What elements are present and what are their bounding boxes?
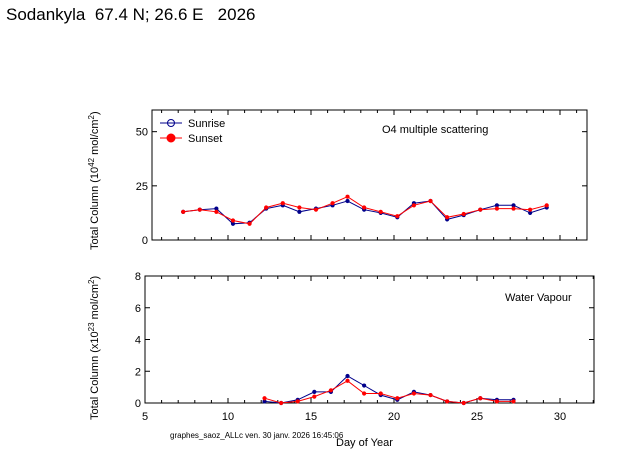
data-point-sunset (378, 209, 383, 214)
data-point-sunset (445, 215, 450, 220)
data-point-sunset (428, 392, 433, 398)
data-point-sunset (313, 207, 319, 212)
data-point-sunrise (345, 373, 350, 379)
data-point-sunset (230, 218, 236, 223)
data-point-sunrise (362, 383, 367, 388)
series-line-sunrise (183, 200, 547, 225)
o4-series (181, 194, 549, 226)
data-point-sunset (280, 201, 285, 206)
x-axis-label: Day of Year (336, 437, 393, 449)
data-point-sunset (214, 209, 219, 214)
o4-annotation: O4 multiple scattering (382, 124, 488, 136)
data-point-sunset (312, 394, 317, 399)
legend-sunset-marker-icon (166, 133, 176, 143)
data-point-sunrise (511, 203, 516, 208)
legend: Sunrise Sunset (160, 118, 225, 145)
data-point-sunset (345, 378, 350, 383)
x-tick-label: 10 (222, 411, 234, 423)
data-point-sunset (197, 207, 202, 212)
data-point-sunset (362, 205, 367, 210)
legend-sunrise-marker-icon (167, 119, 175, 127)
data-point-sunset (428, 198, 433, 204)
data-point-sunrise (230, 221, 236, 226)
data-point-sunset (478, 207, 483, 212)
wv-annotation: Water Vapour (505, 292, 572, 304)
legend-sunrise-label: Sunrise (188, 118, 225, 130)
o4-y-ticks: 0 25 50 (136, 110, 587, 247)
x-tick-label: 20 (388, 411, 400, 423)
x-tick-label: 25 (471, 411, 483, 423)
data-point-sunset (345, 194, 350, 199)
data-point-sunset (181, 209, 186, 214)
data-point-sunset (478, 396, 483, 401)
o4-plot-frame (151, 109, 588, 241)
wv-series (262, 373, 516, 406)
x-tick-label: 30 (554, 411, 566, 423)
data-point-sunset (395, 396, 400, 401)
data-point-sunset (279, 400, 284, 406)
data-point-sunset (528, 207, 533, 212)
data-point-sunset (445, 399, 450, 404)
data-point-sunset (411, 203, 417, 208)
y-tick-label: 6 (135, 303, 141, 315)
o4-y-axis-label: Total Column (1042 mol/cm2) (87, 111, 101, 250)
y-tick-label: 2 (135, 366, 141, 378)
data-point-sunset (461, 400, 466, 406)
data-point-sunset (362, 391, 367, 396)
data-point-sunset (544, 203, 549, 208)
data-point-sunset (297, 205, 302, 210)
y-tick-label: 50 (136, 127, 148, 139)
data-point-sunset (395, 214, 400, 219)
data-point-sunset (378, 391, 383, 396)
y-tick-label: 0 (142, 235, 148, 247)
data-point-sunset (264, 205, 269, 210)
data-point-sunset (262, 396, 267, 401)
data-point-sunset (411, 391, 417, 396)
wv-y-axis-label: Total Column (x1023 mol/cm2) (87, 276, 101, 420)
y-tick-label: 25 (136, 181, 148, 193)
x-tick-label: 5 (142, 411, 148, 423)
data-point-sunset (247, 221, 252, 226)
data-point-sunset (511, 206, 516, 211)
data-point-sunset (494, 399, 500, 404)
y-tick-label: 4 (135, 335, 141, 347)
page-title: Sodankyla 67.4 N; 26.6 E 2026 (6, 5, 256, 24)
data-point-sunset (330, 201, 335, 206)
y-tick-label: 0 (135, 398, 141, 410)
legend-sunset-label: Sunset (188, 133, 222, 145)
data-point-sunrise (345, 198, 350, 204)
data-point-sunrise (297, 209, 302, 214)
y-tick-label: 8 (135, 271, 141, 283)
data-point-sunrise (494, 203, 500, 208)
o4-panel: 0 25 50 O4 multiple scattering Sunrise Sun… (87, 109, 588, 250)
data-point-sunrise (214, 206, 219, 211)
x-tick-label: 15 (305, 411, 317, 423)
data-point-sunrise (528, 210, 533, 216)
data-point-sunset (494, 206, 500, 211)
data-point-sunset (461, 211, 466, 217)
water-vapour-panel: 0 2 4 6 8 5 10 15 20 25 30 Water Vapour Total Colu… (87, 271, 595, 449)
data-point-sunset (295, 399, 300, 404)
data-point-sunrise (312, 389, 317, 394)
data-point-sunset (511, 399, 516, 404)
graph-info-footer: graphes_saoz_ALLc ven. 30 janv. 2026 16:… (170, 431, 344, 440)
data-point-sunset (328, 388, 334, 393)
series-line-sunset (264, 380, 514, 404)
